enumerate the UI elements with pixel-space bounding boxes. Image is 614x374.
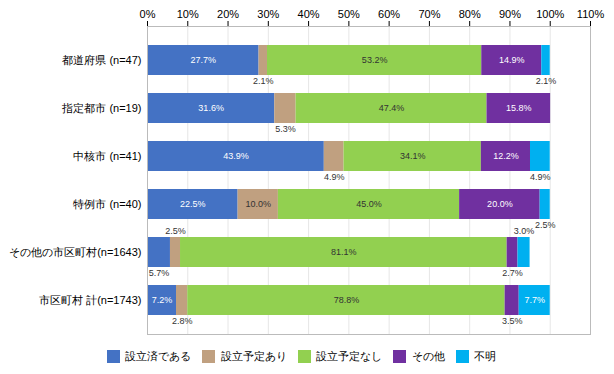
svg-text:3.0%: 3.0%: [514, 226, 535, 236]
svg-text:4.9%: 4.9%: [324, 172, 345, 182]
svg-text:81.1%: 81.1%: [331, 247, 357, 257]
svg-text:その他の市区町村(n=1643): その他の市区町村(n=1643): [9, 246, 141, 258]
svg-text:100%: 100%: [536, 8, 564, 20]
svg-text:47.4%: 47.4%: [379, 103, 405, 113]
svg-text:市区町村 計(n=1743): 市区町村 計(n=1743): [39, 294, 141, 306]
svg-text:34.1%: 34.1%: [400, 151, 426, 161]
svg-text:2.1%: 2.1%: [253, 76, 274, 86]
svg-text:5.3%: 5.3%: [275, 124, 296, 134]
svg-text:0%: 0%: [140, 8, 156, 20]
svg-text:30%: 30%: [257, 8, 279, 20]
svg-text:4.9%: 4.9%: [530, 172, 551, 182]
svg-text:45.0%: 45.0%: [356, 199, 382, 209]
svg-text:60%: 60%: [378, 8, 400, 20]
svg-text:20%: 20%: [217, 8, 239, 20]
svg-text:10.0%: 10.0%: [245, 199, 271, 209]
svg-text:中核市 (n=41): 中核市 (n=41): [73, 150, 141, 162]
svg-text:20.0%: 20.0%: [487, 199, 513, 209]
html-text:設立予定なし: 設立予定なし: [316, 350, 383, 362]
svg-text:2.5%: 2.5%: [165, 226, 186, 236]
svg-text:2.7%: 2.7%: [502, 268, 523, 278]
svg-text:5.7%: 5.7%: [149, 268, 170, 278]
svg-text:14.9%: 14.9%: [499, 55, 525, 65]
svg-text:指定都市 (n=19): 指定都市 (n=19): [61, 102, 141, 114]
svg-text:80%: 80%: [459, 8, 481, 20]
svg-text:43.9%: 43.9%: [223, 151, 249, 161]
svg-text:2.1%: 2.1%: [536, 76, 557, 86]
svg-text:53.2%: 53.2%: [362, 55, 388, 65]
svg-text:78.8%: 78.8%: [334, 295, 360, 305]
svg-text:40%: 40%: [298, 8, 320, 20]
svg-text:7.7%: 7.7%: [524, 295, 545, 305]
svg-text:都道府県 (n=47): 都道府県 (n=47): [62, 54, 141, 66]
svg-text:7.2%: 7.2%: [152, 295, 173, 305]
svg-text:27.7%: 27.7%: [191, 55, 217, 65]
svg-text:70%: 70%: [418, 8, 440, 20]
svg-text:90%: 90%: [499, 8, 521, 20]
html-text:設立済である: 設立済である: [125, 350, 192, 362]
svg-text:10%: 10%: [177, 8, 199, 20]
svg-text:15.8%: 15.8%: [506, 103, 532, 113]
svg-text:3.5%: 3.5%: [502, 316, 523, 326]
svg-text:50%: 50%: [338, 8, 360, 20]
svg-text:12.2%: 12.2%: [493, 151, 519, 161]
svg-text:2.5%: 2.5%: [535, 220, 556, 230]
svg-text:110%: 110%: [577, 8, 605, 20]
svg-text:22.5%: 22.5%: [180, 199, 206, 209]
svg-text:2.8%: 2.8%: [172, 316, 193, 326]
html-text:不明: 不明: [474, 350, 497, 362]
svg-text:特例市 (n=40): 特例市 (n=40): [73, 198, 141, 210]
html-text:設立予定あり: 設立予定あり: [220, 350, 287, 362]
html-text:その他: その他: [411, 350, 445, 362]
svg-text:31.6%: 31.6%: [198, 103, 224, 113]
